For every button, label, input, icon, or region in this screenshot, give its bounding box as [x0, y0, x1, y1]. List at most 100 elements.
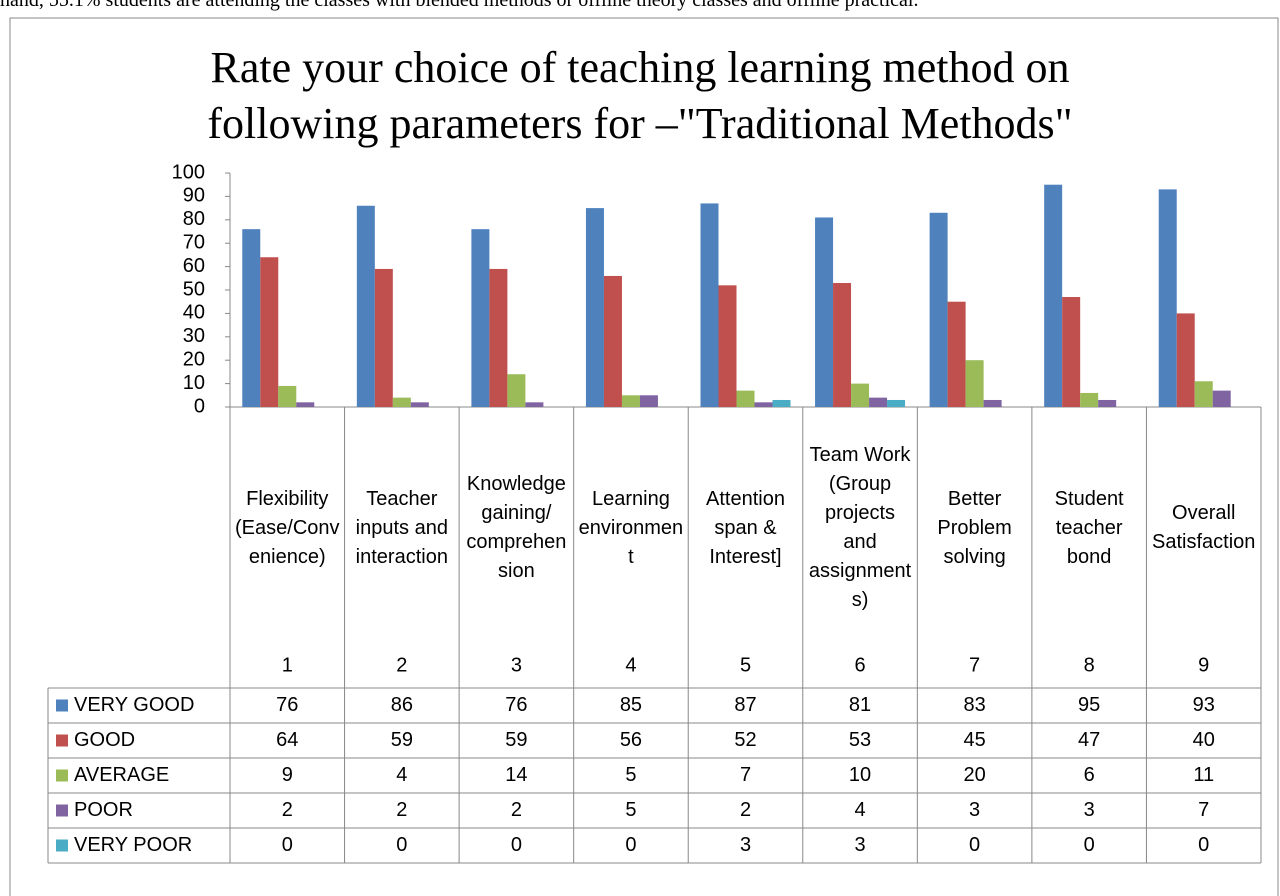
table-value: 95 [1078, 694, 1100, 716]
bar [718, 285, 737, 407]
y-tick-label: 10 [183, 372, 205, 394]
y-tick-label: 70 [183, 231, 205, 253]
table-value: 0 [1084, 834, 1095, 856]
table-value: 0 [1198, 834, 1209, 856]
y-tick-label: 100 [172, 161, 205, 183]
bar [260, 257, 279, 407]
bar [1176, 313, 1195, 407]
table-value: 2 [282, 799, 293, 821]
bar [296, 402, 315, 407]
caption-text: hand, 55.1% students are attending the c… [0, 0, 919, 11]
legend-key [56, 734, 68, 747]
table-value: 0 [511, 834, 522, 856]
table-value: 14 [505, 764, 527, 786]
table-value: 4 [396, 764, 407, 786]
bar [983, 399, 1002, 407]
bar [815, 217, 834, 407]
table-value: 0 [396, 834, 407, 856]
bar [621, 395, 640, 407]
table-value: 7 [740, 764, 751, 786]
legend-label: VERY POOR [74, 834, 192, 856]
bar [489, 268, 508, 407]
category-label: Teacher inputs and interaction [355, 487, 448, 568]
legend-label: POOR [74, 799, 133, 821]
bar [851, 383, 870, 407]
bar [736, 390, 755, 407]
y-tick-label: 50 [183, 278, 205, 300]
bar [374, 268, 393, 407]
category-number: 9 [1198, 654, 1209, 676]
bar [242, 229, 261, 407]
table-value: 3 [969, 799, 980, 821]
table-value: 59 [391, 729, 413, 751]
legend-label: AVERAGE [74, 764, 169, 786]
bar [1212, 390, 1231, 407]
category-number: 3 [511, 654, 522, 676]
legend-key [56, 839, 68, 852]
table-value: 7 [1198, 799, 1209, 821]
table-value: 20 [963, 764, 985, 786]
bar [1062, 297, 1081, 407]
table-value: 0 [625, 834, 636, 856]
bar [639, 395, 658, 407]
table-value: 5 [625, 799, 636, 821]
legend-label: GOOD [74, 729, 135, 751]
category-number: 2 [396, 654, 407, 676]
table-value: 3 [740, 834, 751, 856]
category-label: Student teacher bond [1054, 487, 1124, 568]
category-label: Flexibility (Ease/Convenience) [235, 487, 340, 568]
table-value: 0 [282, 834, 293, 856]
category-number: 5 [740, 654, 751, 676]
bar [700, 203, 719, 407]
bar [278, 385, 297, 407]
bar [869, 397, 888, 407]
category-label: Overall Satisfaction [1152, 502, 1256, 553]
table-value: 2 [396, 799, 407, 821]
bar [507, 374, 526, 407]
table-value: 59 [505, 729, 527, 751]
table-value: 6 [1084, 764, 1095, 786]
bar [585, 208, 604, 407]
bar [929, 212, 948, 407]
y-tick-label: 30 [183, 325, 205, 347]
table-value: 47 [1078, 729, 1100, 751]
table-value: 4 [854, 799, 865, 821]
category-label: Attention span & Interest] [706, 487, 785, 568]
table-value: 64 [276, 729, 298, 751]
bar [772, 399, 791, 407]
table-value: 3 [1084, 799, 1095, 821]
y-tick-label: 0 [194, 395, 205, 417]
bar [1194, 381, 1213, 407]
chart-title: Rate your choice of teaching learning me… [207, 43, 1073, 148]
table-value: 93 [1193, 694, 1215, 716]
category-number: 6 [854, 654, 865, 676]
category-number: 7 [969, 654, 980, 676]
bar [1098, 399, 1117, 407]
table-value: 81 [849, 694, 871, 716]
legend-key [56, 769, 68, 782]
table-value: 52 [734, 729, 756, 751]
table-value: 85 [620, 694, 642, 716]
category-label: Better Problem solving [937, 487, 1012, 568]
table-value: 53 [849, 729, 871, 751]
table-value: 45 [963, 729, 985, 751]
table-value: 40 [1193, 729, 1215, 751]
table-value: 83 [963, 694, 985, 716]
table-value: 56 [620, 729, 642, 751]
table-value: 3 [854, 834, 865, 856]
bar [1044, 184, 1063, 407]
table-value: 76 [505, 694, 527, 716]
table-value: 10 [849, 764, 871, 786]
y-tick-label: 40 [183, 302, 205, 324]
y-tick-label: 60 [183, 255, 205, 277]
bar [833, 282, 852, 407]
category-label: Learning environment [578, 487, 684, 568]
bar [947, 301, 966, 407]
y-tick-label: 90 [183, 185, 205, 207]
category-label: Knowledge gaining/ comprehension [466, 473, 567, 582]
bar [603, 275, 622, 407]
table-value: 0 [969, 834, 980, 856]
legend-key [56, 699, 68, 712]
